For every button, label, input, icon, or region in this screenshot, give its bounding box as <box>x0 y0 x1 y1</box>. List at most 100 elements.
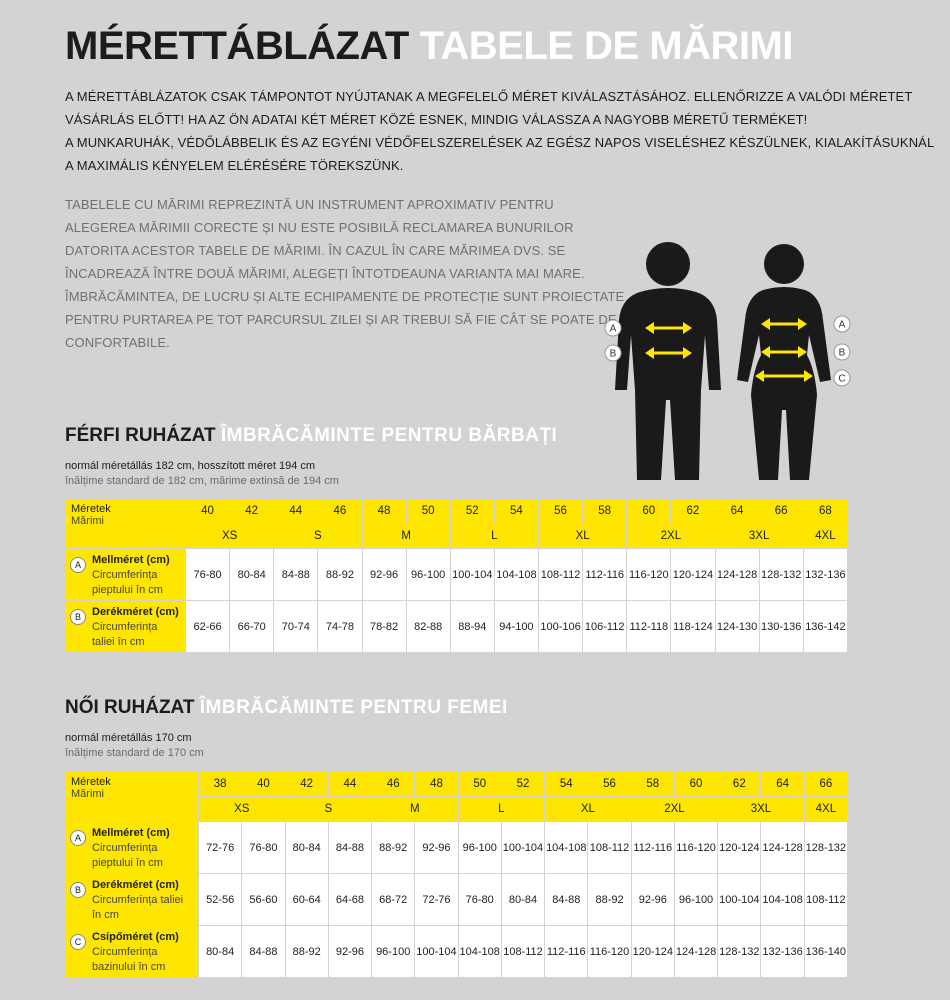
row-name-hu: Csípőméret (cm) <box>92 931 179 943</box>
measure: 68-72 <box>371 873 416 926</box>
measure: 136-140 <box>803 925 849 978</box>
measure: 72-76 <box>414 873 459 926</box>
measure: 104-108 <box>544 821 589 874</box>
letter-size: 2XL <box>630 796 719 822</box>
measure: 88-92 <box>317 548 363 601</box>
letter-size: S <box>273 523 363 549</box>
measure: 118-124 <box>670 600 716 653</box>
figure-label: B <box>839 348 846 359</box>
measure-row: C Csípőméret (cm) Circumferința bazinului … <box>65 925 849 978</box>
figure-label: B <box>610 349 617 360</box>
row-name: Csípőméret (cm) Circumferința bazinului î… <box>92 930 194 975</box>
letter-size: XL <box>544 796 632 822</box>
figures: A B A B C <box>604 242 851 480</box>
measure: 104-108 <box>493 548 540 601</box>
measure: 112-116 <box>582 548 628 601</box>
measure: 104-108 <box>760 873 805 926</box>
header-label: Méretek Mărimi <box>65 498 186 549</box>
measure: 92-96 <box>414 821 459 874</box>
label-ro: Mărimi <box>71 788 104 800</box>
row-name: Mellméret (cm) Circumferința pieptului în… <box>92 553 181 598</box>
measure: 112-116 <box>544 925 589 978</box>
measure: 56-60 <box>241 873 286 926</box>
measure: 130-136 <box>758 600 804 653</box>
row-name-hu: Mellméret (cm) <box>92 554 170 566</box>
letter-size: 4XL <box>803 796 849 822</box>
measure: 82-88 <box>405 600 451 653</box>
measure: 128-132 <box>758 548 804 601</box>
size: 52 <box>449 498 495 524</box>
row-name-ro: Circumferința taliei în cm <box>92 894 184 921</box>
measure: 78-82 <box>361 600 407 653</box>
section-title: NŐI RUHÁZAT ÎMBRĂCĂMINTE PENTRU FEMEI <box>65 697 508 719</box>
size-row: Méretek Mărimi 38 40 42 44 46 48 50 52 54 56 58 60 62 6… <box>65 771 849 822</box>
row-header: B Derékméret (cm) Circumferința taliei în … <box>65 873 199 926</box>
note-ro: înălțime standard de 170 cm <box>65 747 204 759</box>
header-label: Méretek Mărimi <box>65 771 199 822</box>
row-name-hu: Mellméret (cm) <box>92 827 170 839</box>
row-name: Derékméret (cm) Circumferința taliei în c… <box>92 878 194 923</box>
measure: 72-76 <box>197 821 243 874</box>
measure: 60-64 <box>284 873 329 926</box>
figure-label: C <box>838 374 845 385</box>
measure: 88-94 <box>449 600 495 653</box>
measure: 100-104 <box>500 821 546 874</box>
row-name-ro: Circumferința taliei în cm <box>92 621 158 648</box>
intro-ro: TABELELE CU MĂRIMI REPREZINTĂ UN INSTRUM… <box>65 193 624 354</box>
measure: 76-80 <box>241 821 286 874</box>
size: 44 <box>273 498 319 524</box>
intro-line: PENTRU PURTAREA PE TOT PARCURSUL ZILEI Ș… <box>65 312 617 327</box>
measure-row: B Derékméret (cm) Circumferința taliei în … <box>65 873 849 926</box>
measure: 80-84 <box>229 548 275 601</box>
size: 66 <box>803 771 849 797</box>
measure: 76-80 <box>457 873 502 926</box>
label-ro: Mărimi <box>71 515 104 527</box>
measure: 128-132 <box>803 821 849 874</box>
measure: 88-92 <box>587 873 632 926</box>
measure: 88-92 <box>284 925 329 978</box>
measure: 84-88 <box>327 821 373 874</box>
measure: 124-128 <box>714 548 760 601</box>
measure: 124-128 <box>760 821 805 874</box>
size-table: Méretek Mărimi 40 42 44 46 48 50 52 54 56 58 60 62 64 6… <box>65 498 849 653</box>
letter-size: 3XL <box>717 796 805 822</box>
letter-size: XS <box>184 523 275 549</box>
row-name-ro: Circumferința bazinului în cm <box>92 946 166 973</box>
measure: 136-142 <box>802 600 849 653</box>
section-title-ro: ÎMBRĂCĂMINTE PENTRU BĂRBAȚI <box>220 425 558 446</box>
size: 40 <box>241 771 286 797</box>
measure: 80-84 <box>284 821 329 874</box>
measure: 66-70 <box>229 600 275 653</box>
letter-size: S <box>284 796 373 822</box>
row-letter: B <box>70 882 86 898</box>
figure-label: A <box>839 320 846 331</box>
size: 62 <box>717 771 762 797</box>
intro-line: TABELELE CU MĂRIMI REPREZINTĂ UN INSTRUM… <box>65 197 554 212</box>
measure: 112-116 <box>630 821 675 874</box>
size: 60 <box>626 498 672 524</box>
measure: 108-112 <box>587 821 632 874</box>
label-circle <box>833 315 851 333</box>
measure: 96-100 <box>371 925 416 978</box>
measure: 62-66 <box>184 600 231 653</box>
size-table: Méretek Mărimi 38 40 42 44 46 48 50 52 54 56 58 60 62 6… <box>65 771 849 978</box>
size: 42 <box>284 771 329 797</box>
size: 58 <box>582 498 628 524</box>
size: 50 <box>405 498 451 524</box>
row-name: Derékméret (cm) Circumferința taliei în c… <box>92 605 181 650</box>
row-name-ro: Circumferința pieptului în cm <box>92 569 163 596</box>
section-note: normál méretállás 182 cm, hosszított mér… <box>65 459 339 489</box>
size: 44 <box>327 771 373 797</box>
letter-size: XL <box>537 523 628 549</box>
measure: 100-104 <box>449 548 495 601</box>
label-circle <box>604 344 622 362</box>
section-title: FÉRFI RUHÁZAT ÎMBRĂCĂMINTE PENTRU BĂRBAȚ… <box>65 425 557 447</box>
measure: 96-100 <box>673 873 719 926</box>
label-hu: Méretek <box>71 503 111 515</box>
size: 54 <box>493 498 540 524</box>
intro-hu: A MÉRETTÁBLÁZATOK CSAK TÁMPONTOT NYÚJTAN… <box>65 85 934 177</box>
measure: 108-112 <box>537 548 584 601</box>
measure: 100-104 <box>717 873 762 926</box>
measure: 112-118 <box>626 600 672 653</box>
label-circle <box>833 369 851 387</box>
